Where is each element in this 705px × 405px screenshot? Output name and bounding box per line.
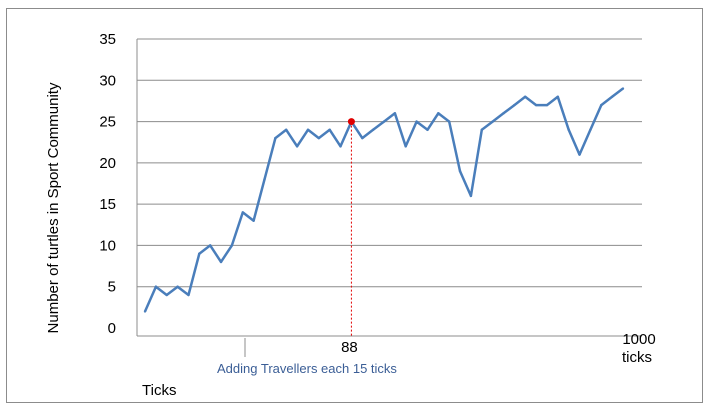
data-point (458, 169, 462, 173)
y-tick-label: 35 (99, 31, 116, 48)
gridlines (137, 38, 642, 288)
data-point (361, 136, 364, 140)
x-tick-label: ticks (622, 349, 652, 366)
data-point (610, 95, 614, 99)
data-point (469, 194, 473, 198)
data-point (382, 120, 386, 123)
x-tick-label: 1000 (622, 331, 655, 348)
data-point (513, 103, 516, 107)
data-point (371, 128, 375, 132)
y-tick-labels: 0 5 10 15 20 25 30 35 (99, 31, 116, 337)
data-point (534, 103, 538, 107)
data-point (252, 219, 255, 222)
y-tick-label: 20 (99, 155, 116, 172)
data-point (165, 293, 168, 297)
data-point (263, 178, 266, 181)
y-tick-label: 5 (108, 279, 116, 296)
x-tick-label: 88 (341, 339, 358, 356)
data-point (415, 120, 418, 123)
data-point (306, 128, 310, 132)
data-point (154, 285, 158, 288)
x-axis-title: Ticks (142, 382, 176, 399)
series-points (143, 87, 625, 313)
y-tick-label: 15 (99, 196, 116, 213)
data-point (317, 136, 321, 140)
data-point (589, 128, 592, 132)
y-tick-label: 0 (108, 320, 116, 337)
data-point (339, 145, 342, 148)
data-point (176, 285, 179, 288)
data-point (208, 244, 212, 247)
data-point (187, 293, 190, 297)
data-point (198, 252, 201, 255)
data-point (621, 87, 625, 90)
y-tick-label: 30 (99, 72, 116, 89)
y-axis-title: Number of turtles in Sport Community (45, 82, 62, 333)
data-point (437, 112, 440, 115)
data-point (328, 128, 331, 132)
data-point (556, 95, 560, 99)
annotation-text: Adding Travellers each 15 ticks (217, 361, 397, 376)
data-point (524, 95, 527, 99)
data-point (600, 103, 603, 107)
data-point (491, 120, 494, 123)
data-point (447, 120, 451, 123)
y-tick-label: 25 (99, 114, 116, 131)
chart-frame (6, 8, 703, 403)
data-point (567, 128, 570, 132)
data-point (274, 136, 277, 140)
data-point (230, 244, 234, 247)
data-point (578, 153, 581, 156)
y-tick-label: 10 (99, 237, 116, 254)
data-point (219, 260, 223, 264)
data-point (241, 211, 244, 214)
data-point (480, 128, 483, 132)
data-point (393, 112, 397, 115)
data-point (285, 128, 288, 132)
data-point (545, 103, 549, 107)
data-point (295, 145, 299, 148)
data-point (426, 128, 429, 132)
data-point (502, 112, 505, 115)
marker-point (347, 118, 355, 126)
data-point (143, 310, 147, 313)
data-point (404, 145, 407, 148)
